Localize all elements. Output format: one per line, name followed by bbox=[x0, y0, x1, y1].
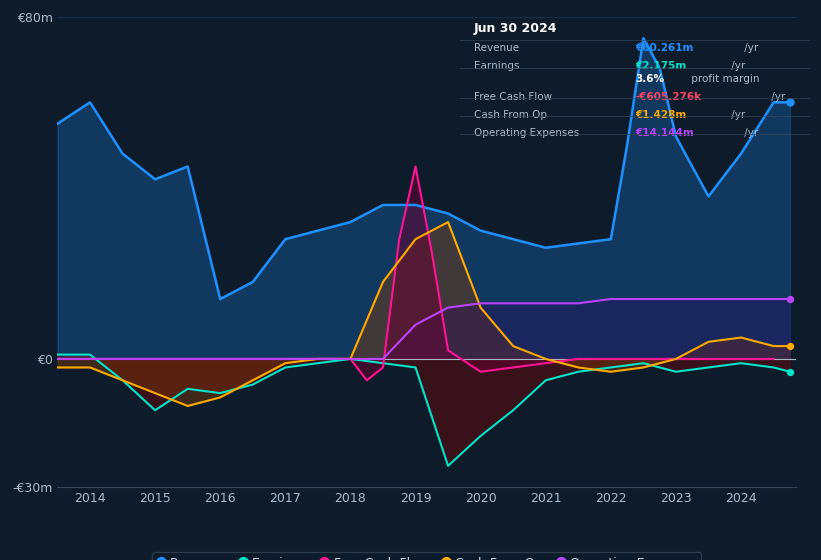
Point bbox=[783, 295, 796, 304]
Text: Operating Expenses: Operating Expenses bbox=[474, 128, 580, 138]
Text: Revenue: Revenue bbox=[474, 43, 519, 53]
Text: €1.428m: €1.428m bbox=[635, 110, 686, 120]
Text: Earnings: Earnings bbox=[474, 61, 520, 71]
Text: /yr: /yr bbox=[728, 110, 745, 120]
Text: 3.6%: 3.6% bbox=[635, 74, 664, 84]
Text: /yr: /yr bbox=[728, 61, 745, 71]
Text: -€605.276k: -€605.276k bbox=[635, 92, 701, 102]
Text: €2.175m: €2.175m bbox=[635, 61, 686, 71]
Text: Free Cash Flow: Free Cash Flow bbox=[474, 92, 553, 102]
Text: €14.144m: €14.144m bbox=[635, 128, 694, 138]
Text: Jun 30 2024: Jun 30 2024 bbox=[474, 22, 557, 35]
Legend: Revenue, Earnings, Free Cash Flow, Cash From Op, Operating Expenses: Revenue, Earnings, Free Cash Flow, Cash … bbox=[153, 552, 701, 560]
Point bbox=[783, 367, 796, 376]
Text: Cash From Op: Cash From Op bbox=[474, 110, 547, 120]
Text: /yr: /yr bbox=[741, 128, 759, 138]
Text: profit margin: profit margin bbox=[688, 74, 759, 84]
Text: /yr: /yr bbox=[768, 92, 785, 102]
Point bbox=[783, 98, 796, 107]
Point bbox=[783, 342, 796, 351]
Text: €60.261m: €60.261m bbox=[635, 43, 694, 53]
Text: /yr: /yr bbox=[741, 43, 759, 53]
